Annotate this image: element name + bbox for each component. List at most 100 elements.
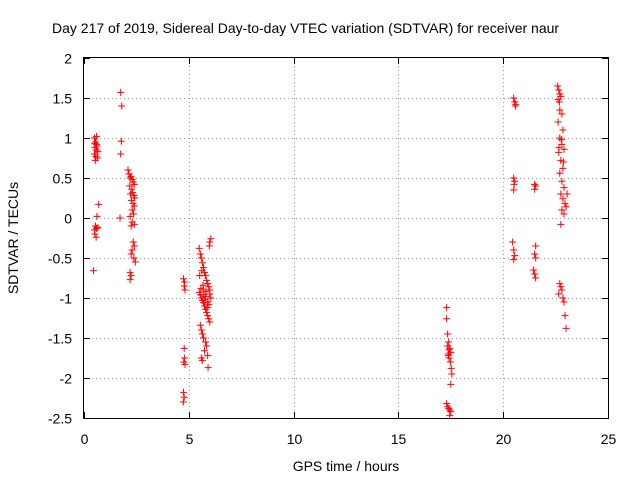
data-point: [560, 184, 568, 192]
x-tick-label: 25: [601, 431, 617, 447]
data-point: [180, 275, 188, 283]
data-point: [203, 304, 211, 312]
data-point: [196, 272, 204, 280]
data-point: [195, 244, 203, 252]
data-point: [205, 315, 213, 323]
data-point: [118, 102, 126, 110]
data-point: [444, 330, 452, 338]
data-point: [93, 212, 101, 220]
y-tick-labels: -2.5 -2 -1.5 -1 -0.5 0 0.5 1 1.5 2: [48, 51, 72, 427]
y-tick-label: -2.5: [48, 411, 72, 427]
data-point: [128, 185, 136, 193]
data-point: [199, 334, 207, 342]
data-point: [205, 242, 213, 250]
data-point: [180, 388, 188, 396]
data-point: [447, 364, 455, 372]
data-point: [532, 242, 540, 250]
data-point: [558, 177, 566, 185]
data-point: [202, 272, 210, 280]
data-point: [563, 190, 571, 198]
data-point: [562, 203, 570, 211]
data-point: [446, 358, 454, 366]
data-point: [180, 282, 188, 290]
chart-title: Day 217 of 2019, Sidereal Day-to-day VTE…: [52, 20, 559, 36]
data-point: [448, 370, 456, 378]
data-point: [181, 286, 189, 294]
data-point: [557, 136, 565, 144]
data-point: [202, 288, 210, 296]
y-tick-label: -0.5: [48, 251, 72, 267]
data-point: [201, 296, 209, 304]
data-point: [556, 169, 564, 177]
data-point: [445, 354, 453, 362]
data-point: [204, 312, 212, 320]
data-point: [532, 182, 540, 190]
y-tick-label: 1: [64, 131, 72, 147]
data-point: [203, 308, 211, 316]
data-point: [511, 252, 519, 260]
data-point: [510, 246, 518, 254]
data-point: [131, 258, 139, 266]
data-point: [91, 140, 99, 148]
data-point: [203, 276, 211, 284]
data-point: [202, 305, 210, 313]
y-tick-label: -1: [60, 291, 73, 307]
data-point: [554, 118, 562, 126]
data-point: [555, 290, 563, 298]
data-point: [130, 254, 138, 262]
data-point: [532, 254, 540, 262]
data-point: [555, 86, 563, 94]
data-point: [444, 350, 452, 358]
y-axis-label: SDTVAR / TECUs: [5, 182, 21, 294]
data-point: [443, 400, 451, 408]
data-point: [556, 134, 564, 142]
data-point: [124, 166, 132, 174]
data-point: [510, 186, 518, 194]
data-point: [180, 344, 188, 352]
data-point: [116, 214, 124, 222]
data-point: [558, 286, 566, 294]
data-point: [179, 398, 187, 406]
data-point: [92, 146, 100, 154]
x-tick-label: 10: [287, 431, 303, 447]
data-point: [206, 318, 214, 326]
data-point: [557, 190, 565, 198]
x-tick-label: 15: [391, 431, 407, 447]
data-point: [181, 354, 189, 362]
data-point: [447, 380, 455, 388]
data-point: [128, 246, 136, 254]
data-point: [117, 137, 125, 145]
data-point: [130, 202, 138, 210]
data-point: [126, 268, 134, 276]
data-point: [93, 132, 101, 140]
data-point: [510, 94, 518, 102]
data-point: [562, 324, 570, 332]
data-point: [198, 356, 206, 364]
data-point: [511, 177, 519, 185]
data-point: [198, 259, 206, 267]
y-tick-label: 0: [64, 211, 72, 227]
data-point: [558, 110, 566, 118]
data-point: [126, 276, 134, 284]
y-tick-label: -2: [60, 371, 73, 387]
data-point: [555, 98, 563, 106]
data-point: [91, 230, 99, 238]
data-point: [204, 352, 212, 360]
x-tick-label: 0: [81, 431, 89, 447]
data-point: [561, 200, 569, 208]
data-point: [560, 298, 568, 306]
data-point: [446, 412, 454, 420]
data-point: [556, 106, 564, 114]
data-point: [531, 185, 539, 193]
data-point: [206, 290, 214, 298]
y-tick-label: 1.5: [53, 91, 73, 107]
data-point: [198, 330, 206, 338]
data-point: [196, 250, 204, 258]
data-point: [559, 195, 567, 203]
data-point: [207, 294, 215, 302]
data-point: [443, 315, 451, 323]
data-point: [199, 281, 207, 289]
data-point: [117, 150, 125, 158]
data-point: [445, 346, 453, 354]
data-point: [531, 250, 539, 258]
